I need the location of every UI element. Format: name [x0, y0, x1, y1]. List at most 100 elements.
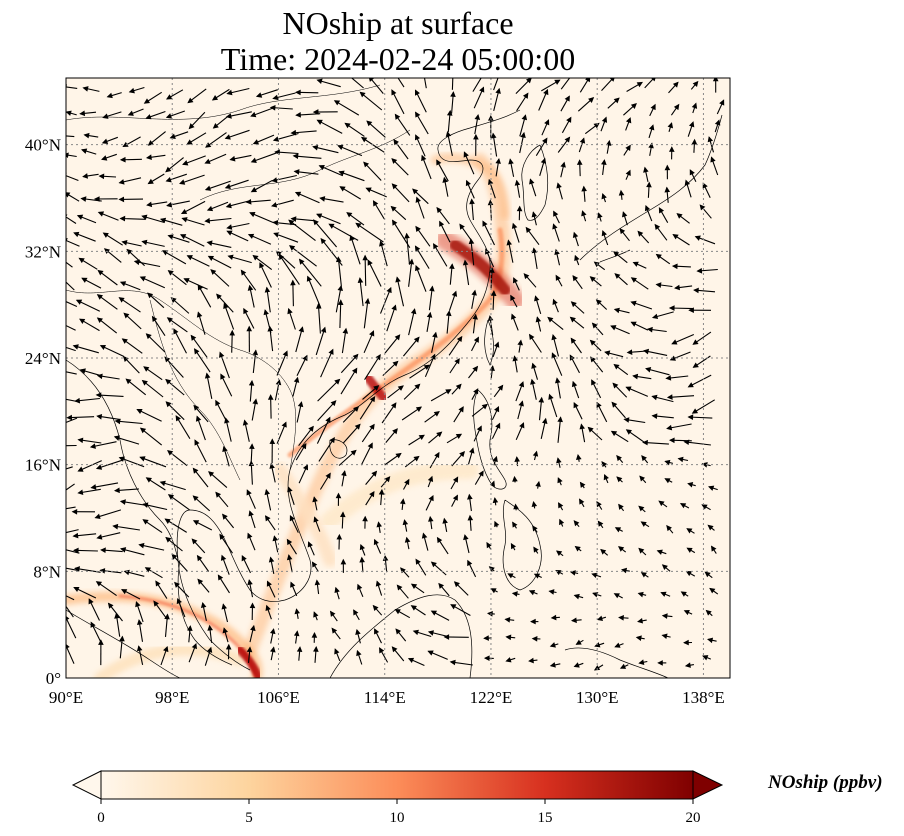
- wind-arrowhead: [579, 498, 585, 505]
- wind-arrowhead: [636, 81, 643, 88]
- wind-arrowhead: [88, 598, 94, 605]
- wind-arrowhead: [671, 263, 678, 270]
- wind-arrow: [397, 78, 405, 88]
- wind-arrowhead: [372, 604, 379, 611]
- wind-arrowhead: [553, 210, 559, 217]
- wind-arrowhead: [97, 211, 105, 217]
- wind-arrowhead: [415, 264, 421, 272]
- wind-arrowhead: [650, 103, 656, 111]
- wind-arrowhead: [672, 81, 679, 88]
- wind-arrowhead: [226, 89, 233, 96]
- wind-arrowhead: [408, 258, 415, 265]
- wind-arrowhead: [511, 222, 518, 229]
- wind-arrowhead: [559, 518, 565, 526]
- wind-arrow: [367, 260, 382, 287]
- wind-arrowhead: [297, 401, 304, 408]
- wind-arrowhead: [495, 422, 501, 429]
- wind-arrowhead: [483, 635, 489, 641]
- wind-arrowhead: [709, 587, 716, 594]
- wind-arrowhead: [644, 204, 651, 212]
- wind-arrowhead: [714, 119, 721, 126]
- wind-arrowhead: [298, 326, 305, 333]
- wind-arrowhead: [495, 87, 501, 94]
- wind-arrowhead: [378, 488, 385, 495]
- wind-arrow: [316, 417, 331, 444]
- wind-arrowhead: [506, 239, 512, 246]
- wind-arrowhead: [531, 362, 537, 369]
- wind-arrowhead: [410, 583, 418, 590]
- wind-arrowhead: [281, 421, 287, 428]
- wind-arrow: [66, 346, 76, 352]
- wind-arrowhead: [346, 212, 353, 218]
- wind-arrowhead: [671, 339, 678, 345]
- wind-arrowhead: [118, 179, 125, 185]
- wind-arrowhead: [80, 196, 87, 202]
- wind-arrowhead: [195, 415, 202, 422]
- map-frame: [65, 77, 731, 679]
- wind-arrowhead: [436, 159, 442, 166]
- wind-arrowhead: [514, 456, 520, 462]
- colorbar-label: NOship (ppbv): [767, 772, 883, 793]
- wind-arrowhead: [529, 178, 535, 185]
- wind-arrowhead: [442, 176, 448, 183]
- wind-arrow: [415, 265, 427, 292]
- wind-arrowhead: [446, 109, 453, 116]
- wind-arrowhead: [246, 646, 253, 653]
- wind-arrowhead: [630, 103, 637, 109]
- wind-arrowhead: [630, 300, 637, 307]
- wind-arrowhead: [498, 70, 502, 75]
- plume-gulf-tonkin: [273, 463, 337, 567]
- wind-arrowhead: [93, 196, 100, 202]
- wind-arrowhead: [414, 383, 421, 390]
- wind-arrowhead: [490, 588, 497, 594]
- wind-arrowhead: [272, 136, 280, 142]
- wind-arrowhead: [465, 179, 471, 187]
- wind-arrowhead: [125, 378, 132, 385]
- wind-arrowhead: [290, 581, 296, 588]
- wind-arrowhead: [243, 307, 249, 315]
- wind-arrowhead: [207, 624, 213, 631]
- wind-arrowhead: [82, 173, 89, 179]
- wind-arrowhead: [206, 646, 213, 653]
- wind-arrowhead: [657, 660, 663, 666]
- wind-arrowhead: [621, 567, 628, 574]
- wind-arrowhead: [98, 173, 105, 180]
- wind-arrowhead: [180, 208, 188, 215]
- wind-arrowhead: [96, 317, 104, 324]
- wind-arrowhead: [290, 279, 296, 286]
- wind-arrowhead: [641, 455, 647, 462]
- wind-arrowhead: [355, 628, 361, 635]
- wind-arrowhead: [430, 610, 438, 616]
- myanmar-coast: [66, 359, 179, 561]
- wind-arrowhead: [100, 547, 106, 554]
- wind-arrowhead: [165, 536, 172, 543]
- y-tick-label: 32°N: [25, 242, 61, 261]
- wind-arrowhead: [247, 284, 254, 291]
- wind-arrowhead: [658, 207, 665, 214]
- wind-arrowhead: [359, 556, 365, 563]
- wind-arrowhead: [255, 92, 263, 98]
- wind-arrow: [364, 354, 381, 380]
- wind-arrowhead: [625, 144, 631, 151]
- wind-arrowhead: [571, 380, 578, 388]
- wind-arrowhead: [646, 181, 652, 188]
- wind-arrowhead: [655, 253, 662, 260]
- wind-arrowhead: [410, 308, 417, 315]
- wind-arrowhead: [272, 94, 279, 101]
- korea-coast: [521, 144, 549, 221]
- wind-arrowhead: [636, 618, 644, 624]
- wind-arrowhead: [573, 401, 579, 409]
- wind-arrowhead: [369, 330, 375, 337]
- wind-arrowhead: [221, 513, 228, 520]
- wind-arrowhead: [196, 554, 203, 562]
- wind-arrowhead: [542, 137, 548, 144]
- wind-arrowhead: [188, 123, 195, 130]
- wind-arrowhead: [106, 92, 113, 99]
- wind-arrowhead: [271, 202, 278, 208]
- wind-arrowhead: [467, 559, 473, 567]
- wind-arrowhead: [661, 564, 668, 571]
- wind-arrowhead: [685, 570, 693, 577]
- wind-arrowhead: [459, 223, 465, 230]
- wind-arrowhead: [707, 136, 714, 143]
- wind-arrowhead: [472, 365, 479, 372]
